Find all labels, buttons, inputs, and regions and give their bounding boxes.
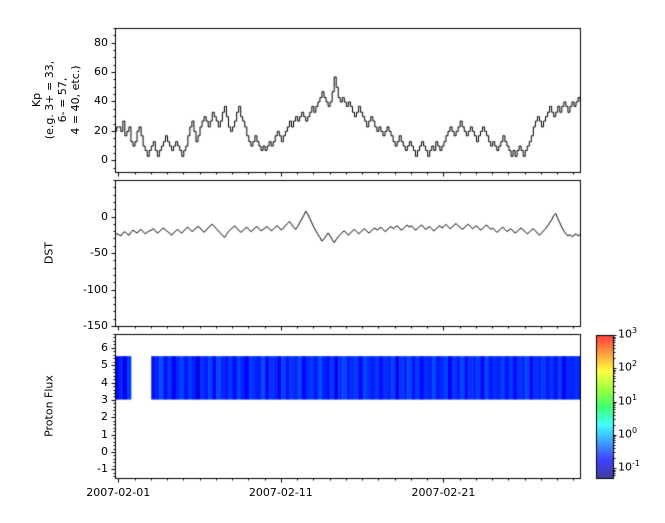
proton-flux-ytick-label: -1 <box>97 462 108 476</box>
colorbar-tick-label: 103 <box>618 326 638 341</box>
dst-ytick-label: -50 <box>90 246 108 259</box>
colorbar-tick-label: 102 <box>618 359 638 374</box>
x-tick-label: 2007-02-11 <box>248 486 313 499</box>
kp-ytick-label: 60 <box>94 65 108 79</box>
colorbar-tick-label: 101 <box>618 392 638 408</box>
proton-flux-ytick-label: 4 <box>101 375 108 389</box>
kp-ytick-label: 40 <box>94 94 108 108</box>
kp-ytick-label: 0 <box>101 153 108 167</box>
proton-flux-ytick-label: 3 <box>101 392 108 406</box>
x-tick-label: 2007-02-01 <box>86 486 151 499</box>
x-tick-label: 2007-02-21 <box>411 486 476 499</box>
dst-ytick-label: -150 <box>83 319 108 332</box>
dst-ytick-label: 0 <box>101 209 108 223</box>
colorbar-tick-label: 10-1 <box>618 459 640 474</box>
kp-ytick-label: 80 <box>94 35 108 49</box>
proton-flux-ytick-label: 5 <box>101 358 108 372</box>
kp-ytick-label: 20 <box>94 123 108 137</box>
proton-flux-ytick-label: 6 <box>101 340 108 354</box>
proton-flux-ytick-label: 0 <box>101 444 108 458</box>
proton-flux-ytick-label: 1 <box>101 427 108 441</box>
dst-ytick-label: -100 <box>83 282 108 296</box>
proton-flux-ytick-label: 2 <box>101 410 108 424</box>
colorbar-tick-label: 100 <box>618 425 638 441</box>
